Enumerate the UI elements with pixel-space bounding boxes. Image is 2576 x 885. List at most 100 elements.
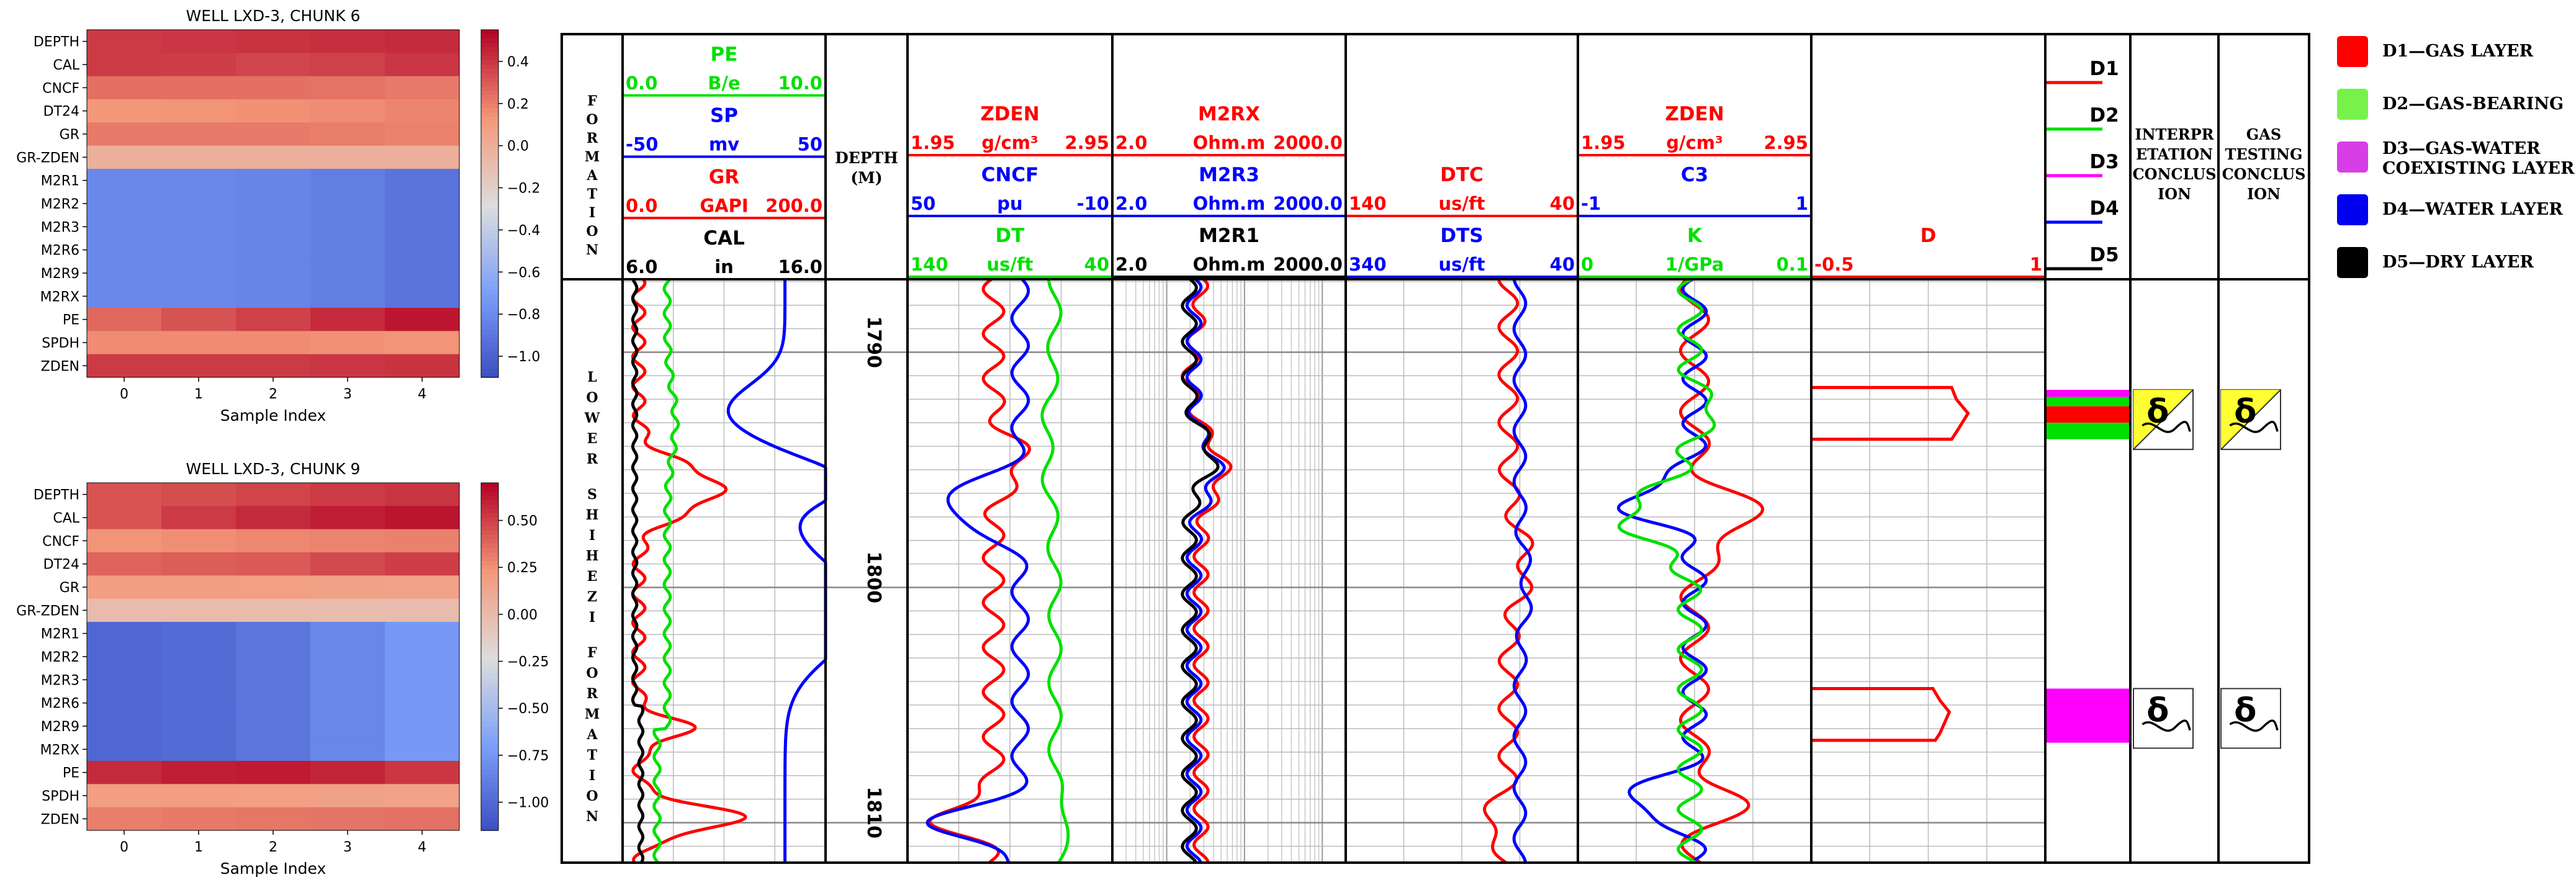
heatmap-cell <box>310 506 385 530</box>
curve-max: 2000.0 <box>1273 254 1343 275</box>
colorbar-segment <box>481 130 498 135</box>
row-label: M2R2 <box>41 650 79 665</box>
colorbar-segment <box>481 826 498 831</box>
heatmap-cell <box>161 215 236 239</box>
curve-min: 1.95 <box>1581 132 1626 153</box>
colorbar-segment <box>481 539 498 544</box>
colorbar-segment <box>481 535 498 540</box>
heatmap-cell <box>161 53 236 77</box>
formation-name-letter: I <box>589 528 595 544</box>
colorbar-segment <box>481 565 498 570</box>
heatmap-cell <box>87 192 162 216</box>
formation-name-letter: O <box>586 390 598 406</box>
colorbar-segment <box>481 657 498 662</box>
heatmap-cell <box>236 529 311 553</box>
colorbar-segment <box>481 373 498 378</box>
curve-max: 1 <box>1796 193 1808 214</box>
heatmap-cell <box>87 598 162 622</box>
colorbar-segment <box>481 134 498 139</box>
colorbar-segment <box>481 99 498 104</box>
heatmap-cell <box>310 99 385 123</box>
colorbar-segment <box>481 761 498 766</box>
curve-name: GR <box>709 166 739 188</box>
colorbar-segment <box>481 787 498 792</box>
curve-min: 0 <box>1581 254 1593 275</box>
colorbar-segment <box>481 117 498 122</box>
heatmap-cell <box>310 30 385 53</box>
colorbar-segment <box>481 696 498 701</box>
curve-max: 2000.0 <box>1273 193 1343 214</box>
col-label: 0 <box>120 387 128 402</box>
heatmap-cell <box>87 645 162 669</box>
row-label: ZDEN <box>41 359 79 374</box>
curve-dt <box>1040 279 1070 864</box>
heatmap-cell <box>87 145 162 169</box>
colorbar-segment <box>481 483 498 488</box>
x-axis-label: Sample Index <box>220 407 327 425</box>
delta-icon: δ <box>2234 393 2256 431</box>
heatmap-cell <box>236 645 311 669</box>
heatmap-cell <box>385 331 460 355</box>
heatmap-cell <box>161 169 236 192</box>
heatmap-cell <box>385 483 460 506</box>
colorbar-segment <box>481 591 498 596</box>
row-label: M2R9 <box>41 719 79 735</box>
heatmap-cell <box>236 761 311 784</box>
colorbar-segment <box>481 778 498 783</box>
heatmap-cell <box>87 284 162 308</box>
colorbar-tick-label: −1.0 <box>507 349 540 365</box>
colorbar-segment <box>481 282 498 287</box>
row-label: DEPTH <box>34 488 79 503</box>
curve-name: SP <box>710 105 738 127</box>
colorbar-segment <box>481 757 498 761</box>
colorbar-segment <box>481 78 498 83</box>
row-label: M2R3 <box>41 673 79 688</box>
row-label: GR-ZDEN <box>16 603 79 619</box>
curve-zden-2 <box>1678 278 1765 865</box>
row-label: GR-ZDEN <box>16 150 79 166</box>
heatmap-cell <box>310 122 385 146</box>
heatmap-cell <box>385 261 460 285</box>
colorbar-segment <box>481 600 498 605</box>
colorbar-segment <box>481 312 498 317</box>
formation-header-letter: O <box>586 223 598 240</box>
heatmap-cell <box>236 575 311 600</box>
colorbar-segment <box>481 526 498 531</box>
class-code: D5 <box>2089 244 2119 266</box>
colorbar-segment <box>481 796 498 801</box>
heatmap-cell <box>385 784 460 808</box>
colorbar: 0.4 0.2 0.0 −0.2 −0.4 −0.6 −0.8 −1.0 <box>480 29 540 378</box>
heatmap-cell <box>310 691 385 715</box>
legend-item: D3—GAS-WATER COEXISTING LAYER <box>2337 139 2575 178</box>
curve-name: C3 <box>1681 164 1708 186</box>
heatmap-cell <box>236 737 311 761</box>
curve-max: 2.95 <box>1763 132 1808 153</box>
colorbar-segment <box>481 822 498 827</box>
colorbar-segment <box>481 369 498 374</box>
curve-name: ZDEN <box>1665 103 1724 125</box>
heatmap-cell <box>385 761 460 784</box>
colorbar-segment <box>481 661 498 666</box>
colorbar-segment <box>481 726 498 731</box>
colorbar-segment <box>481 552 498 557</box>
colorbar-segment <box>481 496 498 501</box>
well-log-panel: 1790 1800 1810 PE 0.0 B/e 10.0 SP -50 mv 50 GR 0.0 GA… <box>561 33 2310 865</box>
colorbar-segment <box>481 186 498 191</box>
heatmap-cell <box>385 645 460 669</box>
heatmap-cell <box>385 668 460 692</box>
colorbar-segment <box>481 561 498 566</box>
colorbar-segment <box>481 509 498 514</box>
colorbar-segment <box>481 622 498 627</box>
curve-m2r1 <box>1181 278 1220 864</box>
heatmap-cell <box>385 192 460 216</box>
colorbar-segment <box>481 518 498 523</box>
colorbar-segment <box>481 191 498 195</box>
colorbar-segment <box>481 147 498 152</box>
icon-frame <box>2133 688 2194 749</box>
legend-label: D4—WATER LAYER <box>2382 200 2563 219</box>
curve-name: M2R1 <box>1199 225 1259 247</box>
curve-unit: us/ft <box>987 254 1034 275</box>
curve-min: -50 <box>626 134 658 155</box>
heatmap-cell <box>310 354 385 378</box>
col-label: 1 <box>194 840 203 855</box>
